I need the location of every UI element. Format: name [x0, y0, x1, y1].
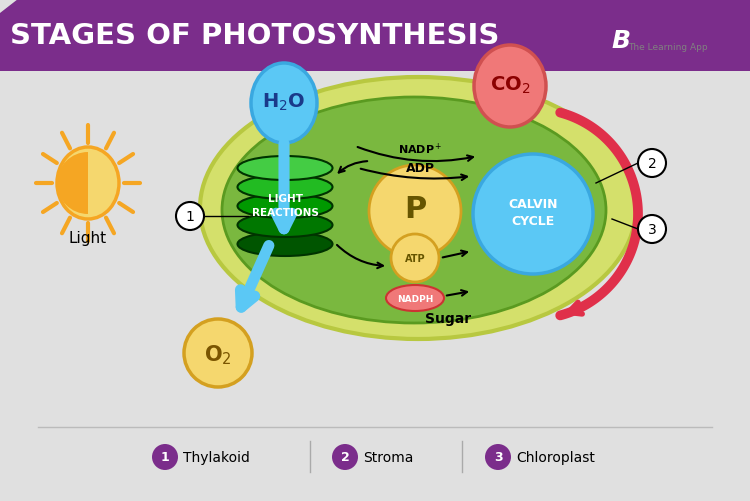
FancyBboxPatch shape [594, 10, 666, 72]
Circle shape [391, 234, 439, 283]
Wedge shape [57, 153, 88, 214]
Text: The Learning App: The Learning App [628, 43, 708, 52]
Circle shape [152, 444, 178, 470]
Text: NADPH: NADPH [397, 294, 433, 303]
Text: CALVIN
CYCLE: CALVIN CYCLE [509, 197, 558, 227]
Text: Chloroplast: Chloroplast [516, 450, 595, 464]
Text: ADP: ADP [406, 162, 434, 175]
Circle shape [485, 444, 511, 470]
Text: LIGHT
REACTIONS: LIGHT REACTIONS [251, 194, 319, 217]
Circle shape [332, 444, 358, 470]
Text: BYJU'S: BYJU'S [638, 24, 698, 42]
Text: CO$_2$: CO$_2$ [490, 74, 530, 96]
Text: P: P [404, 194, 426, 223]
Text: 1: 1 [185, 209, 194, 223]
Text: Sugar: Sugar [425, 312, 471, 325]
Circle shape [369, 166, 461, 258]
Text: Light: Light [69, 231, 107, 246]
Ellipse shape [474, 46, 546, 128]
Text: 1: 1 [160, 450, 170, 463]
Text: STAGES OF PHOTOSYNTHESIS: STAGES OF PHOTOSYNTHESIS [10, 22, 500, 50]
Ellipse shape [238, 232, 332, 257]
Text: Stroma: Stroma [363, 450, 413, 464]
Text: ATP: ATP [405, 254, 425, 264]
Text: 3: 3 [494, 450, 502, 463]
Text: O$_2$: O$_2$ [204, 343, 232, 366]
Ellipse shape [200, 78, 636, 339]
Circle shape [176, 202, 204, 230]
Polygon shape [0, 0, 750, 72]
Circle shape [638, 215, 666, 243]
Circle shape [638, 150, 666, 178]
Ellipse shape [238, 157, 332, 181]
Text: 3: 3 [647, 222, 656, 236]
Text: H$_2$O: H$_2$O [262, 91, 306, 112]
Ellipse shape [238, 213, 332, 237]
Text: Thylakoid: Thylakoid [183, 450, 250, 464]
Ellipse shape [238, 176, 332, 199]
Ellipse shape [184, 319, 252, 387]
Ellipse shape [386, 286, 444, 312]
Ellipse shape [238, 194, 332, 218]
Ellipse shape [57, 148, 119, 219]
Text: B: B [611, 29, 631, 53]
Text: 2: 2 [647, 157, 656, 171]
Ellipse shape [251, 64, 317, 144]
Ellipse shape [222, 98, 606, 323]
Text: 2: 2 [340, 450, 350, 463]
Text: NADP$^+$: NADP$^+$ [398, 141, 442, 156]
Circle shape [473, 155, 593, 275]
